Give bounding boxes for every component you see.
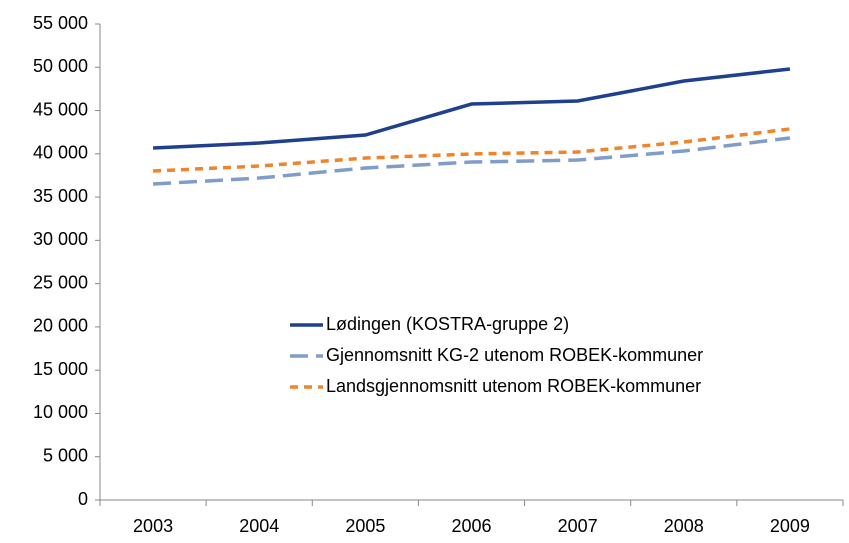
line-series	[152, 136, 791, 186]
y-tick-label: 15 000	[33, 359, 88, 379]
x-tick-label: 2008	[664, 516, 704, 536]
legend-label: Landsgjennomsnitt utenom ROBEK-kommuner	[326, 376, 701, 396]
y-tick-label: 40 000	[33, 143, 88, 163]
x-tick-label: 2004	[239, 516, 279, 536]
y-tick-label: 30 000	[33, 229, 88, 249]
line-series	[152, 67, 791, 150]
line-series	[152, 127, 791, 173]
y-tick-label: 50 000	[33, 56, 88, 76]
x-tick-label: 2003	[133, 516, 173, 536]
y-tick-label: 10 000	[33, 402, 88, 422]
y-tick-label: 20 000	[33, 316, 88, 336]
x-tick-label: 2007	[558, 516, 598, 536]
y-tick-label: 25 000	[33, 272, 88, 292]
y-tick-label: 45 000	[33, 99, 88, 119]
legend-label: Gjennomsnitt KG-2 utenom ROBEK-kommuner	[326, 345, 703, 365]
y-tick-label: 5 000	[43, 445, 88, 465]
y-tick-label: 55 000	[33, 13, 88, 33]
legend-label: Lødingen (KOSTRA-gruppe 2)	[326, 314, 569, 334]
y-tick-label: 0	[78, 489, 88, 509]
x-tick-label: 2009	[770, 516, 810, 536]
x-tick-label: 2005	[345, 516, 385, 536]
y-tick-label: 35 000	[33, 186, 88, 206]
x-tick-label: 2006	[451, 516, 491, 536]
